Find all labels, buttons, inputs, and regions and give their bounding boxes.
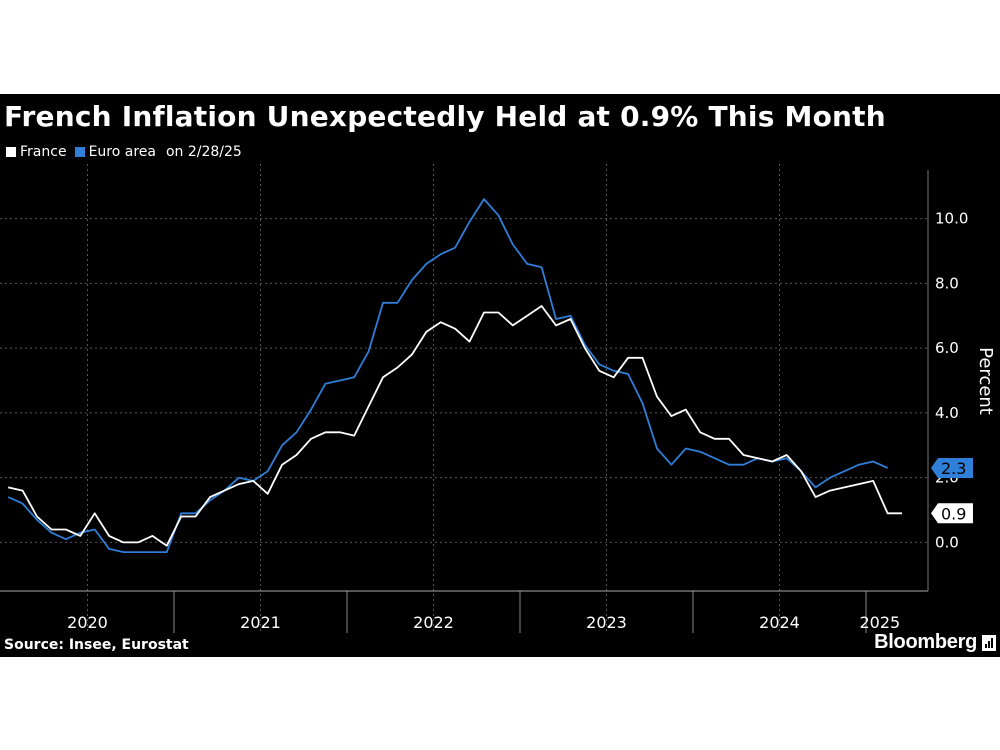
bloomberg-chart-icon [982, 634, 996, 651]
legend-swatch-france [6, 147, 16, 157]
legend-label-euro-area: Euro area [88, 144, 156, 160]
x-tick-label: 2025 [859, 613, 900, 632]
legend-item-france: France [6, 144, 67, 160]
legend-label-france: France [20, 144, 67, 160]
chart-panel: French Inflation Unexpectedly Held at 0.… [0, 94, 1000, 657]
y-tick-label: 6.0 [935, 339, 959, 357]
end-label-france: 0.9 [931, 503, 973, 524]
legend-swatch-euro-area [74, 147, 85, 157]
x-tick-label: 2020 [67, 613, 108, 632]
bloomberg-logo: Bloomberg [874, 631, 996, 654]
source-note: Source: Insee, Eurostat [4, 637, 189, 653]
end-label-france-text: 0.9 [941, 504, 966, 523]
x-tick-label: 2022 [413, 613, 454, 632]
bloomberg-wordmark: Bloomberg [874, 631, 977, 653]
x-tick-label: 2023 [586, 613, 627, 632]
y-axis-label: Percent [975, 347, 996, 415]
y-tick-label: 8.0 [935, 274, 959, 292]
y-tick-label: 10.0 [935, 210, 968, 228]
end-label-euro-area-text: 2.3 [941, 459, 966, 478]
y-tick-label: 4.0 [935, 404, 959, 422]
end-label-france-box [931, 503, 973, 524]
series-line-france [8, 305, 902, 547]
y-tick-label: 0.0 [935, 533, 959, 551]
legend: France Euro area on 2/28/25 [6, 144, 242, 160]
x-tick-label: 2021 [240, 613, 281, 632]
end-label-euro-area: 2.3 [931, 457, 973, 478]
end-label-euro-area-box [931, 457, 973, 478]
legend-item-euro-area: Euro area [74, 144, 156, 160]
legend-date-note: on 2/28/25 [165, 144, 242, 160]
chart-title: French Inflation Unexpectedly Held at 0.… [4, 100, 886, 133]
series-line-euro-area [7, 198, 888, 554]
line-chart: 0.02.04.06.08.010.0202020212022202320242… [0, 164, 996, 633]
x-tick-label: 2024 [759, 613, 800, 632]
